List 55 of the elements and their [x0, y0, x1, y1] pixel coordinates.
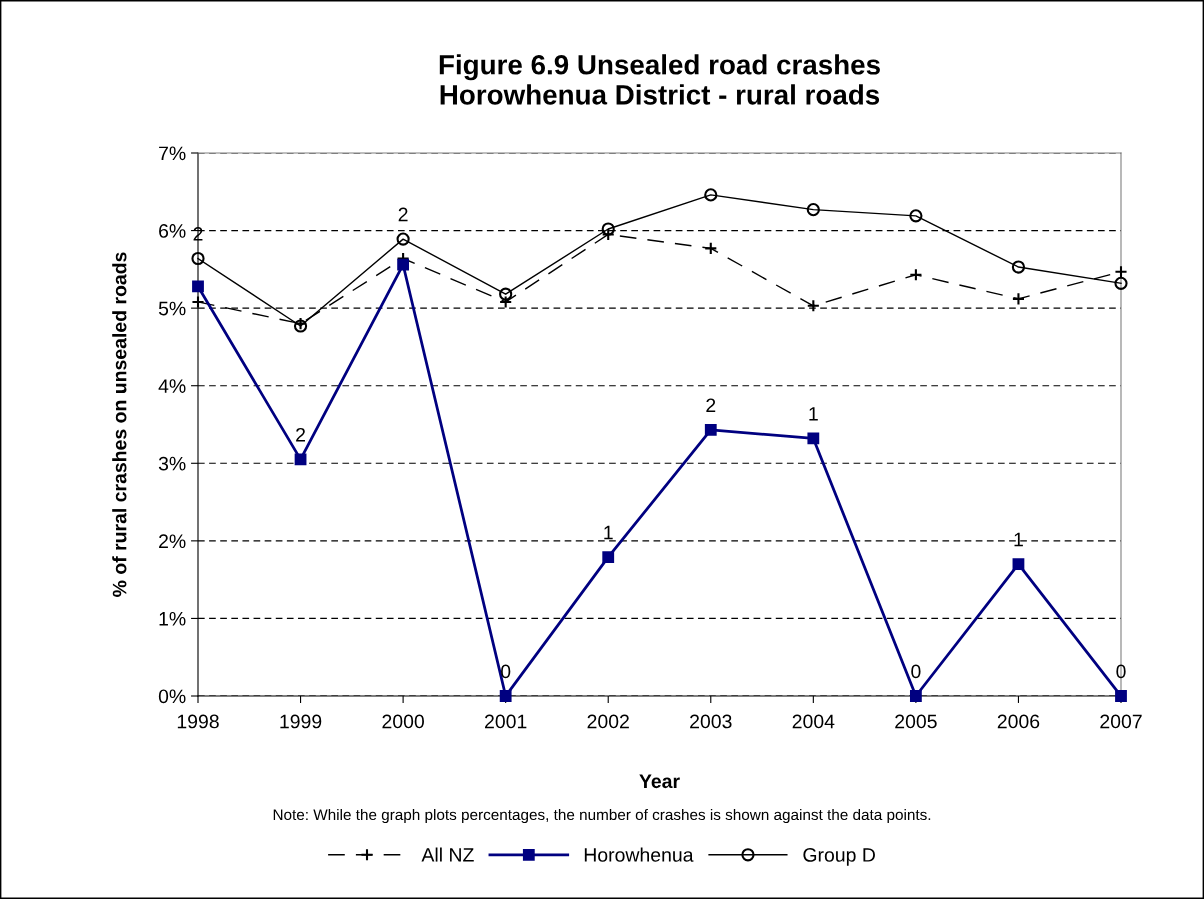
legend-label: All NZ [421, 847, 474, 862]
annotation: 0 [911, 664, 921, 679]
point [1114, 265, 1128, 279]
annotation: 1 [809, 407, 818, 421]
x-tick-label: 2000 [382, 714, 424, 729]
point [192, 280, 204, 293]
x-tick-label: 2004 [792, 714, 835, 729]
annotation: 1 [1014, 532, 1023, 547]
annotation: 2 [296, 427, 305, 442]
point [1114, 276, 1128, 290]
point [806, 203, 820, 217]
text: Note: While the graph plots percentages, the number of crashes is shown against the data points. [273, 808, 931, 824]
y-tick-label: 0% [158, 689, 186, 704]
legend-label: Horowhenua [584, 847, 694, 862]
chart-title: Figure 6.9 Unsealed road crashes Horowhenua District - rural roads [439, 54, 880, 105]
point [397, 258, 410, 271]
point [191, 251, 205, 266]
point [909, 268, 923, 282]
point [704, 424, 717, 436]
point [601, 222, 615, 236]
annotation: 0 [1116, 664, 1126, 679]
y-tick-label: 1% [159, 611, 186, 626]
y-tick-label: 2% [159, 534, 186, 549]
annotation: 0 [501, 664, 511, 679]
y-tick-label: 7% [159, 146, 186, 161]
point [499, 690, 512, 702]
point [294, 453, 307, 466]
y-tick-label: 3% [158, 456, 186, 471]
point [1011, 260, 1026, 274]
point [909, 690, 922, 702]
y-tick-label: 6% [159, 224, 186, 238]
annotation: 2 [706, 398, 716, 413]
x-tick-label: 2007 [1100, 714, 1142, 729]
annotation: 2 [398, 207, 408, 222]
x-tick-label: 2003 [690, 714, 732, 729]
point [1012, 558, 1025, 571]
y-axis-title: % of rural crashes on unsealed roads [112, 252, 127, 597]
point [704, 188, 718, 202]
point [807, 432, 820, 445]
point [499, 287, 513, 301]
x-tick-label: 2006 [997, 714, 1040, 729]
x-tick-label: 2002 [587, 714, 629, 729]
legend-label: Group D [803, 848, 875, 866]
point [909, 209, 923, 223]
point [396, 232, 410, 246]
x-tick-label: 2001 [485, 714, 527, 729]
y-tick-label: 4% [158, 379, 186, 393]
x-tick-label: 1998 [177, 714, 219, 729]
x-tick-label: 2005 [895, 714, 937, 729]
x-axis-title: Year [639, 774, 680, 789]
point [602, 551, 615, 564]
point [704, 241, 718, 256]
x-tick-label: 1999 [280, 714, 322, 729]
y-tick-label: 5% [158, 301, 186, 316]
annotation: 1 [604, 525, 613, 540]
